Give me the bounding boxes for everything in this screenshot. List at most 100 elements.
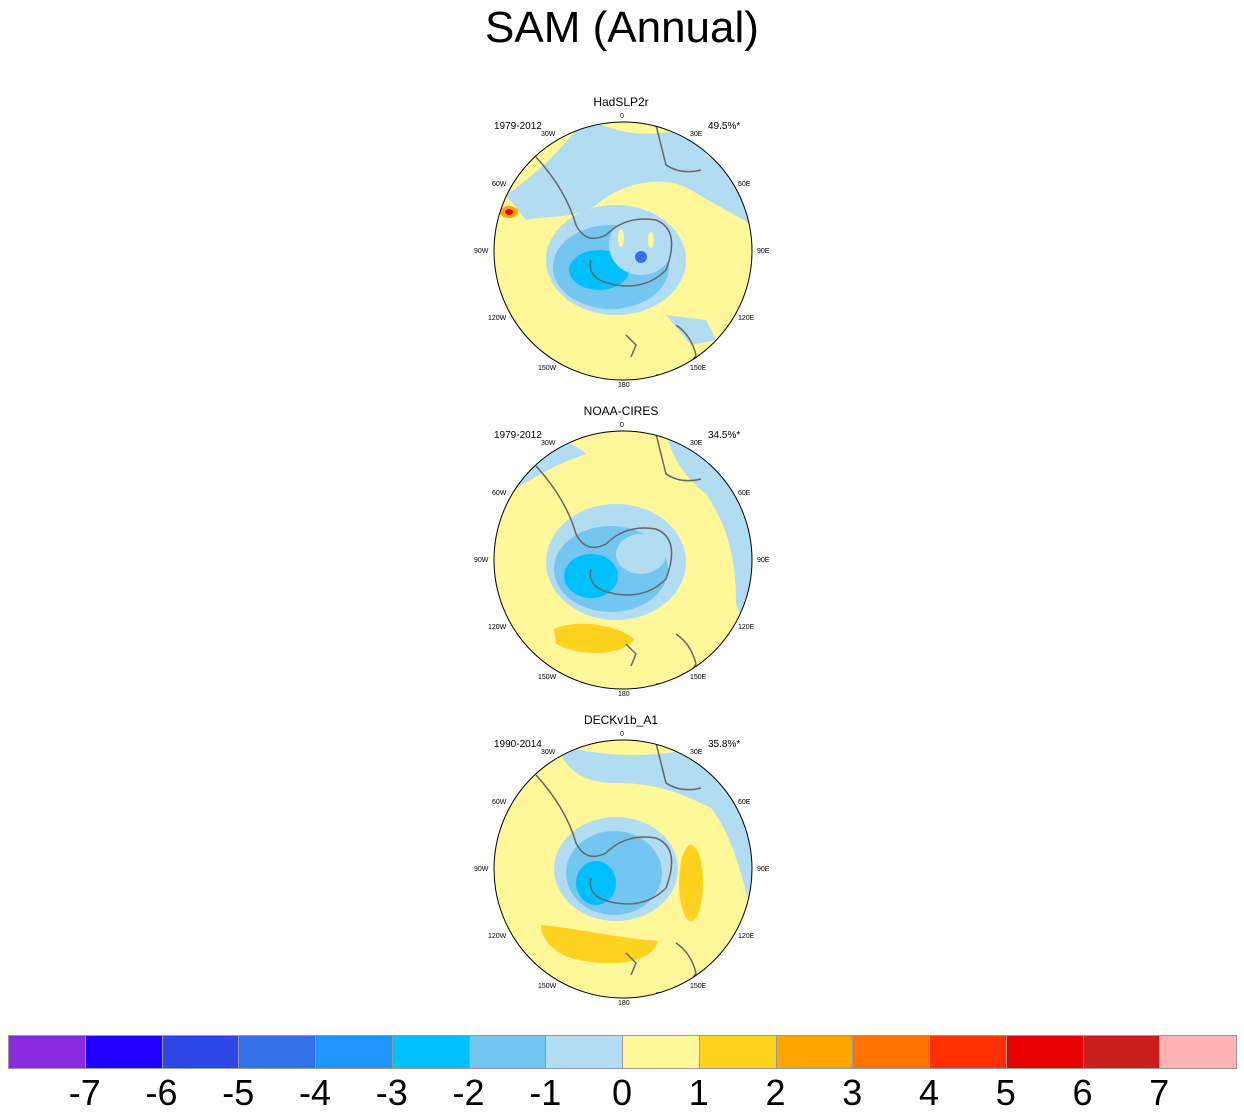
coastline xyxy=(625,643,637,667)
map-panel-deckv1b-a1: DECKv1b_A1 1990-2014 35.8%* 0 30E 60E 90… xyxy=(466,713,776,1013)
polar-map xyxy=(493,739,753,999)
colorbar-tick-label: 2 xyxy=(765,1072,786,1113)
lon-label: 150E xyxy=(690,983,707,990)
lon-label: 60E xyxy=(738,181,751,188)
lon-label: 150E xyxy=(690,674,707,681)
colorbar-box xyxy=(852,1035,930,1069)
colorbar-tick-label: -4 xyxy=(298,1072,331,1113)
lon-label: 150W xyxy=(538,983,557,990)
colorbar-box xyxy=(238,1035,316,1069)
lon-label: 90E xyxy=(757,248,770,255)
colorbar-tick-label: -7 xyxy=(68,1072,101,1113)
positive-region xyxy=(505,209,513,215)
lon-label: 90W xyxy=(474,248,489,255)
lon-label: 0 xyxy=(620,422,624,429)
lon-label: 120E xyxy=(738,315,755,322)
lon-label: 0 xyxy=(620,731,624,738)
colorbar-box xyxy=(391,1035,470,1069)
colorbar-tick-label: 4 xyxy=(918,1072,940,1113)
lon-label: 90W xyxy=(474,557,489,564)
positive-region xyxy=(679,845,703,921)
positive-region xyxy=(541,925,658,964)
lon-label: 60E xyxy=(738,490,751,497)
negative-region xyxy=(666,315,716,345)
map-boundary xyxy=(493,739,753,999)
colorbar-tick-label: 0 xyxy=(611,1072,633,1113)
panel-title: HadSLP2r xyxy=(593,95,649,109)
lon-label: 90E xyxy=(757,557,770,564)
coastline xyxy=(535,774,673,905)
colorbar-box xyxy=(468,1035,547,1069)
negative-region xyxy=(576,861,616,905)
lon-label: 30W xyxy=(541,749,556,756)
panel-period: 1979-2012 xyxy=(494,430,542,441)
negative-region xyxy=(556,743,752,913)
polar-map xyxy=(493,430,753,690)
panel-variance: 35.8%* xyxy=(708,739,741,750)
colorbar-box xyxy=(1005,1035,1084,1069)
panel-title: DECKv1b_A1 xyxy=(583,713,659,727)
panel-variance: 49.5%* xyxy=(708,121,741,132)
lon-label: 30W xyxy=(541,440,556,447)
coastline xyxy=(655,124,702,173)
lon-label: 120W xyxy=(488,624,507,631)
figure-title: SAM (Annual) xyxy=(485,3,759,52)
lon-label: 150E xyxy=(690,365,707,372)
positive-region xyxy=(618,229,624,247)
negative-region xyxy=(635,251,647,263)
lon-label: 120E xyxy=(738,624,755,631)
lon-label: 0 xyxy=(620,113,624,120)
panel-variance: 34.5%* xyxy=(708,430,741,441)
colorbar-box xyxy=(622,1035,700,1069)
colorbar-box xyxy=(84,1035,163,1069)
map-panel-hadslp2r: HadSLP2r 1979-2012 49.5%* 0 30E 60E 90E … xyxy=(466,95,776,395)
negative-region xyxy=(506,122,752,225)
coastline xyxy=(655,742,702,791)
polar-map xyxy=(493,121,753,381)
lon-label: 180 xyxy=(618,382,630,389)
colorbar-tick-label: -2 xyxy=(452,1072,485,1113)
colorbar-tick-label: 1 xyxy=(688,1072,709,1113)
coastline xyxy=(625,334,637,358)
coastline xyxy=(655,433,702,482)
colorbar-box xyxy=(698,1035,777,1069)
colorbar-box xyxy=(929,1035,1007,1069)
lon-label: 90E xyxy=(757,866,770,873)
lon-label: 150W xyxy=(538,674,557,681)
lon-label: 30E xyxy=(690,440,703,447)
lon-label: 60W xyxy=(492,181,507,188)
lon-label: 30E xyxy=(690,131,703,138)
map-boundary xyxy=(493,121,753,381)
colorbar-tick-label: -6 xyxy=(145,1072,178,1113)
coastline xyxy=(625,952,637,976)
lon-label: 60E xyxy=(738,799,751,806)
panel-period: 1979-2012 xyxy=(494,121,542,132)
panel-period: 1990-2014 xyxy=(494,739,542,750)
colorbar-box xyxy=(775,1035,854,1069)
negative-region xyxy=(609,215,673,275)
lon-label: 120W xyxy=(488,315,507,322)
positive-region xyxy=(554,623,634,654)
lon-label: 90W xyxy=(474,866,489,873)
lon-label: 150W xyxy=(538,365,557,372)
colorbar-tick-label: 6 xyxy=(1072,1072,1093,1113)
colorbar-box xyxy=(1082,1035,1161,1069)
colorbar-tick-label: -5 xyxy=(222,1072,255,1113)
negative-region xyxy=(616,534,666,574)
colorbar-tick-label: 3 xyxy=(842,1072,863,1113)
lon-label: 120W xyxy=(488,933,507,940)
lon-label: 180 xyxy=(618,1000,630,1007)
lon-label: 30W xyxy=(541,131,556,138)
lon-label: 30E xyxy=(690,749,703,756)
colorbar-tick-label: -3 xyxy=(375,1072,408,1113)
colorbar-box xyxy=(8,1035,86,1069)
colorbar-tick-label: -1 xyxy=(529,1072,562,1113)
colorbar-box xyxy=(315,1035,393,1069)
colorbar xyxy=(8,1035,1237,1069)
coastline xyxy=(535,156,673,287)
lon-label: 180 xyxy=(618,691,630,698)
coastline xyxy=(535,465,673,596)
panel-title: NOAA-CIRES xyxy=(583,404,659,418)
colorbar-box xyxy=(1159,1035,1237,1069)
map-panel-noaa-cires: NOAA-CIRES 1979-2012 34.5%* 0 30E 60E 90… xyxy=(466,404,776,704)
